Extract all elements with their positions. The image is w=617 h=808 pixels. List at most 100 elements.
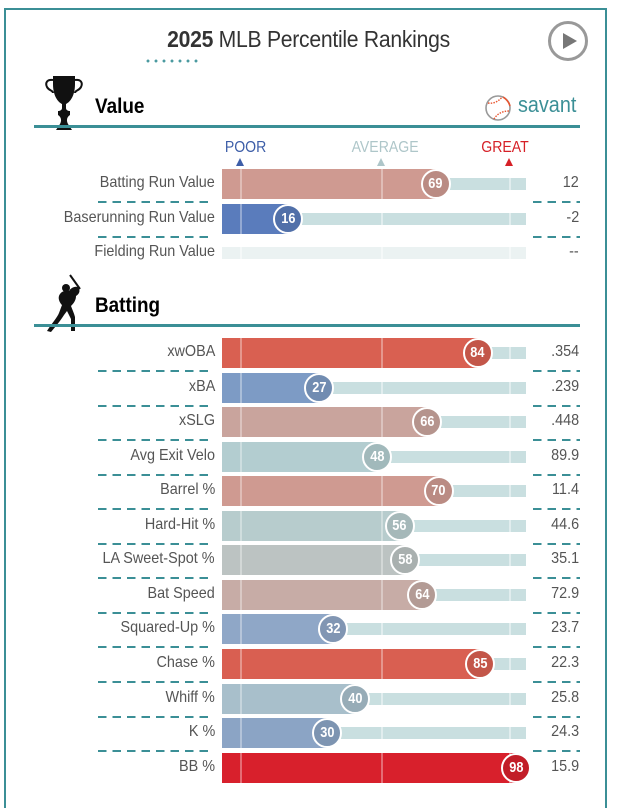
percentile-bar [222, 752, 517, 783]
track-gridline [240, 247, 242, 260]
percentile-bar [222, 683, 356, 714]
percentile-value: 48 [370, 447, 385, 465]
bar-gridline [240, 407, 242, 438]
track-gridline [509, 178, 511, 190]
percentile-badge: 66 [412, 407, 443, 438]
metric-value: 15.9 [550, 757, 579, 775]
row-divider-right [533, 680, 580, 683]
bar-gridline [381, 407, 383, 438]
row-divider-right [533, 646, 580, 649]
metric-row[interactable]: xSLG 66 .448 [0, 407, 617, 438]
metric-row[interactable]: Whiff % 40 25.8 [0, 683, 617, 714]
metric-label: Fielding Run Value [94, 243, 215, 261]
bar-gridline [240, 510, 242, 541]
bar-gridline [381, 752, 383, 783]
row-divider-left [98, 473, 214, 476]
metric-value: 44.6 [550, 515, 579, 533]
metric-label: Squared-Up % [120, 619, 215, 637]
title-year: 2025 [167, 26, 214, 52]
percentile-badge: 70 [423, 476, 454, 507]
row-divider-left [98, 370, 214, 372]
track-gridline [509, 485, 511, 498]
percentile-badge: 32 [317, 614, 348, 645]
metric-row[interactable]: Squared-Up % 32 23.7 [0, 614, 617, 645]
batter-icon [47, 274, 81, 332]
bar-gridline [240, 476, 242, 507]
metric-row[interactable]: Batting Run Value 69 12 [0, 169, 617, 199]
track-gridline [509, 347, 511, 359]
bar-gridline [240, 372, 242, 403]
metric-value: .354 [550, 343, 579, 360]
bar-gridline [381, 338, 383, 368]
metric-value: 11.4 [552, 481, 579, 499]
track-gridline [509, 416, 511, 429]
percentile-value: 56 [392, 516, 407, 534]
metric-row[interactable]: BB % 98 15.9 [0, 752, 617, 783]
percentile-value: 40 [348, 689, 363, 707]
row-divider-left [98, 646, 214, 649]
legend-average-marker [377, 158, 385, 166]
row-divider-right [533, 370, 580, 372]
percentile-value: 58 [398, 551, 413, 569]
row-divider-right [533, 542, 580, 545]
metric-row[interactable]: K % 30 24.3 [0, 718, 617, 749]
metric-row[interactable]: xBA 27 .239 [0, 372, 617, 403]
bar-gridline [381, 510, 383, 541]
percentile-bar [222, 338, 478, 368]
metric-row[interactable]: Barrel % 70 11.4 [0, 476, 617, 507]
bar-gridline [240, 683, 242, 714]
metric-label: LA Sweet-Spot % [102, 550, 215, 568]
row-divider-left [98, 680, 214, 683]
row-divider-right [533, 750, 580, 753]
metric-row[interactable]: Bat Speed 64 72.9 [0, 579, 617, 610]
row-divider-right [533, 715, 580, 718]
play-button[interactable] [548, 21, 588, 61]
percentile-value: 27 [311, 378, 327, 396]
track-gridline [509, 727, 511, 740]
metric-label: K % [188, 723, 215, 741]
track-gridline [381, 212, 383, 225]
row-divider-right [533, 201, 580, 203]
metric-row[interactable]: Chase % 85 22.3 [0, 648, 617, 679]
percentile-badge: 16 [273, 203, 304, 234]
track-gridline [509, 657, 511, 670]
metric-row[interactable]: Baserunning Run Value 16 -2 [0, 203, 617, 234]
metric-value: 35.1 [550, 550, 579, 568]
percentile-badge: 27 [304, 372, 335, 403]
row-divider-left [98, 404, 214, 407]
metric-row[interactable]: Fielding Run Value -- [0, 238, 617, 268]
metric-row[interactable]: xwOBA 84 .354 [0, 338, 617, 368]
metric-label: Chase % [156, 653, 215, 671]
row-divider-left [98, 750, 214, 753]
metric-value: .448 [550, 412, 579, 430]
section-divider-value [34, 125, 580, 128]
card-frame [4, 8, 607, 808]
metric-label: Bat Speed [147, 584, 215, 602]
track-gridline [509, 212, 511, 225]
legend-poor: POOR [224, 139, 267, 156]
percentile-bar [222, 579, 422, 610]
metric-label: Barrel % [159, 481, 215, 499]
track-gridline [509, 692, 511, 705]
metric-value: -- [569, 243, 579, 261]
percentile-value: 16 [281, 209, 296, 227]
trophy-icon [45, 76, 83, 130]
play-icon [563, 33, 577, 49]
metric-value: 25.8 [550, 688, 579, 706]
percentile-badge: 48 [362, 441, 393, 472]
percentile-value: 64 [414, 585, 429, 603]
metric-row[interactable]: Hard-Hit % 56 44.6 [0, 510, 617, 541]
percentile-value: 69 [428, 175, 443, 192]
legend-great: GREAT [481, 139, 529, 156]
bar-gridline [381, 579, 383, 610]
track-gridline [509, 381, 511, 394]
metric-row[interactable]: Avg Exit Velo 48 89.9 [0, 441, 617, 472]
metric-value: 23.7 [550, 619, 579, 637]
track-gridline [509, 519, 511, 532]
track-gridline [509, 450, 511, 463]
percentile-value: 98 [509, 758, 524, 776]
bar-gridline [240, 169, 242, 199]
percentile-value: 32 [325, 620, 341, 638]
metric-label: xBA [188, 377, 215, 395]
metric-row[interactable]: LA Sweet-Spot % 58 35.1 [0, 545, 617, 576]
